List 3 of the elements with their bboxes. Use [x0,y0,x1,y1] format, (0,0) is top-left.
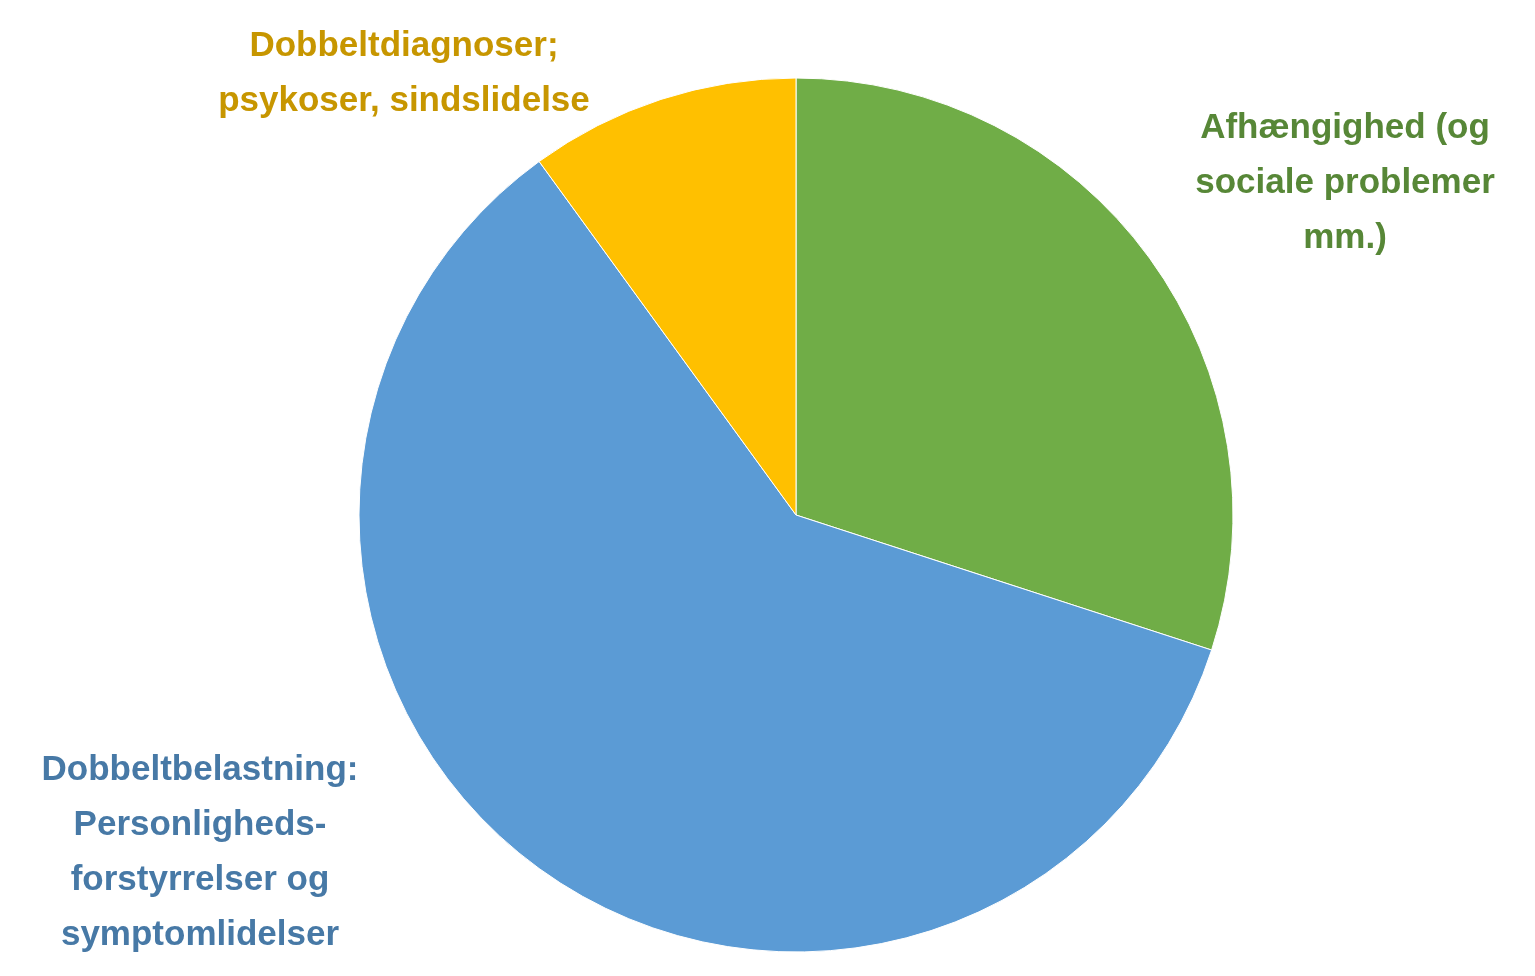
slice-label: Dobbeltdiagnoser; psykoser, sindslidelse [218,24,590,118]
slice-label: Dobbeltbelastning: Personligheds-forstyrrelser og symptomlidelser [41,748,359,952]
slice-label: Afhængighed (og sociale problemer mm.) [1195,106,1496,255]
